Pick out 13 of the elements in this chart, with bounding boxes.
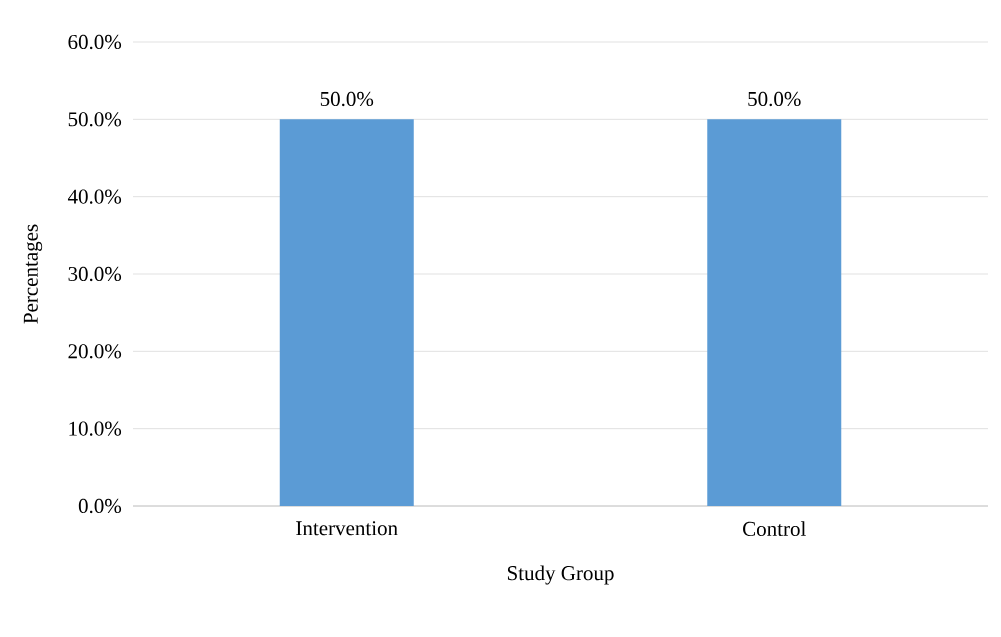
y-tick-label: 50.0% [68,112,122,127]
y-tick-label: 0.0% [78,498,122,514]
y-tick-label: 40.0% [67,189,122,204]
x-axis-title: Study Group [507,565,614,585]
x-tick-label: Intervention [296,521,398,536]
y-tick-label: 20.0% [68,344,122,359]
y-axis-title: Percentages [23,224,43,324]
y-tick-label: 30.0% [68,266,122,282]
y-tick-label: 60.0% [68,34,122,50]
data-label: 50.0% [748,91,801,107]
y-tick-label: 10.0% [69,421,122,436]
x-tick-label: Control [743,521,806,536]
data-label: 50.0% [320,91,374,107]
